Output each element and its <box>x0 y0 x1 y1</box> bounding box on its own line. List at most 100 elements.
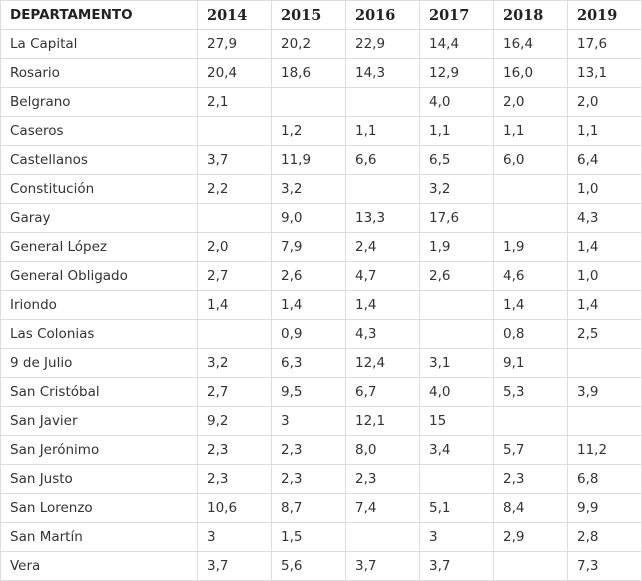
header-2015: 2015 <box>271 0 346 30</box>
value-2017: 5,1 <box>419 493 494 523</box>
table-row: San Lorenzo 10,6 8,7 7,4 5,1 8,4 9,9 <box>0 493 642 523</box>
value-2018 <box>493 174 568 204</box>
value-2014: 2,7 <box>197 377 272 407</box>
value-2017 <box>419 319 494 349</box>
value-2017: 3,1 <box>419 348 494 378</box>
value-2015: 9,5 <box>271 377 346 407</box>
value-2018: 2,9 <box>493 522 568 552</box>
department-cell: San Javier <box>0 406 198 436</box>
value-2018 <box>493 203 568 233</box>
department-cell: Vera <box>0 551 198 581</box>
value-2014: 3 <box>197 522 272 552</box>
table-row: La Capital 27,9 20,2 22,9 14,4 16,4 17,6 <box>0 29 642 59</box>
value-2017: 14,4 <box>419 29 494 59</box>
department-cell: Caseros <box>0 116 198 146</box>
value-2014: 20,4 <box>197 58 272 88</box>
value-2016: 6,7 <box>345 377 420 407</box>
value-2017: 3 <box>419 522 494 552</box>
value-2015: 1,2 <box>271 116 346 146</box>
value-2014: 2,0 <box>197 232 272 262</box>
table-row: 9 de Julio 3,2 6,3 12,4 3,1 9,1 <box>0 348 642 378</box>
header-departamento: DEPARTAMENTO <box>0 0 198 30</box>
value-2014: 3,7 <box>197 551 272 581</box>
value-2019: 2,5 <box>567 319 642 349</box>
table-row: General Obligado 2,7 2,6 4,7 2,6 4,6 1,0 <box>0 261 642 291</box>
value-2016: 8,0 <box>345 435 420 465</box>
value-2019: 1,4 <box>567 290 642 320</box>
value-2019: 6,4 <box>567 145 642 175</box>
department-cell: San Justo <box>0 464 198 494</box>
value-2016 <box>345 174 420 204</box>
value-2017: 12,9 <box>419 58 494 88</box>
value-2014: 2,3 <box>197 435 272 465</box>
value-2019: 3,9 <box>567 377 642 407</box>
value-2017: 2,6 <box>419 261 494 291</box>
value-2019: 11,2 <box>567 435 642 465</box>
value-2019: 17,6 <box>567 29 642 59</box>
value-2014: 27,9 <box>197 29 272 59</box>
value-2017: 6,5 <box>419 145 494 175</box>
value-2016: 1,4 <box>345 290 420 320</box>
value-2015: 5,6 <box>271 551 346 581</box>
value-2018 <box>493 551 568 581</box>
table-row: General López 2,0 7,9 2,4 1,9 1,9 1,4 <box>0 232 642 262</box>
department-cell: San Lorenzo <box>0 493 198 523</box>
value-2017: 4,0 <box>419 87 494 117</box>
table-row: San Javier 9,2 3 12,1 15 <box>0 406 642 436</box>
value-2015: 6,3 <box>271 348 346 378</box>
department-cell: San Martín <box>0 522 198 552</box>
value-2018: 5,7 <box>493 435 568 465</box>
value-2017: 1,9 <box>419 232 494 262</box>
value-2015: 2,3 <box>271 435 346 465</box>
value-2019: 4,3 <box>567 203 642 233</box>
value-2015: 2,6 <box>271 261 346 291</box>
department-cell: Constitución <box>0 174 198 204</box>
department-cell: San Jerónimo <box>0 435 198 465</box>
value-2015: 3,2 <box>271 174 346 204</box>
value-2018: 16,4 <box>493 29 568 59</box>
value-2016: 12,4 <box>345 348 420 378</box>
value-2018 <box>493 406 568 436</box>
value-2019: 13,1 <box>567 58 642 88</box>
value-2016 <box>345 87 420 117</box>
department-cell: General Obligado <box>0 261 198 291</box>
department-cell: Las Colonias <box>0 319 198 349</box>
value-2016 <box>345 522 420 552</box>
value-2019: 7,3 <box>567 551 642 581</box>
value-2014 <box>197 203 272 233</box>
value-2014: 3,7 <box>197 145 272 175</box>
table-row: Garay 9,0 13,3 17,6 4,3 <box>0 203 642 233</box>
value-2015: 1,4 <box>271 290 346 320</box>
header-2017: 2017 <box>419 0 494 30</box>
value-2018: 1,9 <box>493 232 568 262</box>
header-2018: 2018 <box>493 0 568 30</box>
value-2018: 1,4 <box>493 290 568 320</box>
value-2018: 0,8 <box>493 319 568 349</box>
table-row: Belgrano 2,1 4,0 2,0 2,0 <box>0 87 642 117</box>
value-2014: 10,6 <box>197 493 272 523</box>
department-cell: La Capital <box>0 29 198 59</box>
value-2016: 6,6 <box>345 145 420 175</box>
table-row: San Martín 3 1,5 3 2,9 2,8 <box>0 522 642 552</box>
value-2015: 7,9 <box>271 232 346 262</box>
value-2018: 8,4 <box>493 493 568 523</box>
value-2014: 9,2 <box>197 406 272 436</box>
value-2017: 15 <box>419 406 494 436</box>
value-2016: 2,3 <box>345 464 420 494</box>
value-2017: 3,2 <box>419 174 494 204</box>
value-2014: 2,3 <box>197 464 272 494</box>
value-2019 <box>567 348 642 378</box>
value-2016: 13,3 <box>345 203 420 233</box>
value-2018: 1,1 <box>493 116 568 146</box>
value-2015: 9,0 <box>271 203 346 233</box>
value-2019: 9,9 <box>567 493 642 523</box>
value-2016: 22,9 <box>345 29 420 59</box>
table-row: Las Colonias 0,9 4,3 0,8 2,5 <box>0 319 642 349</box>
header-2014: 2014 <box>197 0 272 30</box>
value-2019 <box>567 406 642 436</box>
value-2015: 0,9 <box>271 319 346 349</box>
value-2017: 17,6 <box>419 203 494 233</box>
value-2019: 2,0 <box>567 87 642 117</box>
value-2015: 1,5 <box>271 522 346 552</box>
